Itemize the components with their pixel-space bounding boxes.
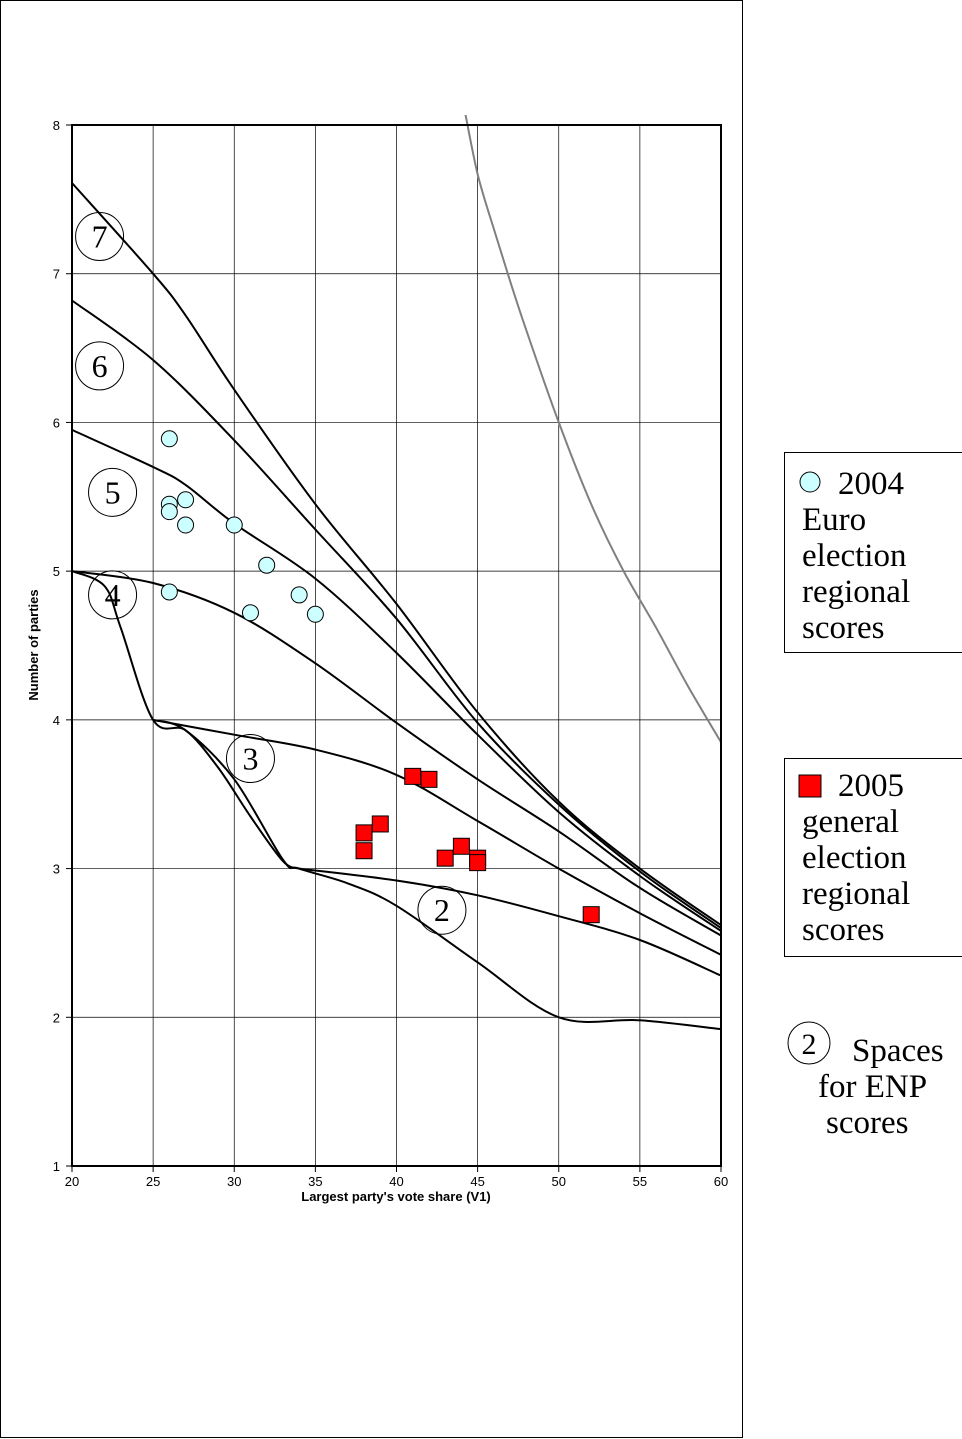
general-2005-point (420, 770, 438, 788)
data-points (160, 430, 600, 924)
euro-2004-point (160, 503, 178, 521)
legend-spaces-text: for ENP (818, 1069, 927, 1105)
euro-2004-point (225, 516, 243, 534)
legend-euro-text: 2004 (838, 466, 904, 502)
y-axis-title: Number of parties (26, 589, 41, 700)
y-tick-label: 5 (53, 564, 60, 579)
general-2005-point (355, 842, 373, 860)
y-tick-label: 2 (53, 1010, 60, 1025)
boundary-curve-line (71, 570, 722, 937)
legend-euro-text: Euro (802, 502, 866, 538)
curve-label-number: 5 (105, 474, 121, 510)
euro-2004-point (177, 491, 195, 509)
legend-spaces-text: scores (826, 1105, 908, 1141)
curve-label-number: 6 (92, 348, 108, 384)
legend-euro-text: regional (802, 574, 910, 610)
y-tick-label: 8 (53, 118, 60, 133)
legend-general-text: election (802, 840, 906, 876)
legend: 2004Euroelectionregionalscores2005genera… (784, 452, 962, 1141)
legend-euro-text: scores (802, 610, 884, 646)
general-2005-point (582, 906, 600, 924)
curve-labels: 7 6 5 4 3 2 (75, 212, 467, 935)
x-tick-label: 20 (65, 1174, 79, 1189)
x-tick-label: 60 (714, 1174, 728, 1189)
boundary-curves (71, 182, 722, 1031)
x-tick-label: 35 (308, 1174, 322, 1189)
legend-circled-number-text: 2 (802, 1028, 817, 1061)
euro-2004-point (241, 604, 259, 622)
y-tick-label: 1 (53, 1159, 60, 1174)
legend-general-text: 2005 (838, 768, 904, 804)
x-tick-label: 55 (633, 1174, 647, 1189)
x-tick-label: 25 (146, 1174, 160, 1189)
euro-2004-point (160, 583, 178, 601)
boundary-curve-line (71, 428, 722, 932)
boundary-curve-line (71, 182, 722, 926)
euro-2004-point (290, 586, 308, 604)
legend-general-text: general (802, 804, 899, 840)
general-2005-point (452, 837, 470, 855)
x-tick-label: 45 (470, 1174, 484, 1189)
boundary-curve-line (71, 299, 722, 929)
legend-general-text: regional (802, 876, 910, 912)
general-2005-point (371, 815, 389, 833)
legend-general-text: scores (802, 912, 884, 948)
curve-label-number: 7 (92, 219, 108, 255)
upper-bound-line (464, 115, 721, 743)
curve-label-circle (75, 212, 125, 262)
y-tick-label: 3 (53, 862, 60, 877)
curve-label-circle (417, 885, 467, 935)
curve-label-circle (88, 570, 138, 620)
x-tick-label: 50 (552, 1174, 566, 1189)
euro-2004-point (177, 516, 195, 534)
x-axis-title: Largest party's vote share (V1) (301, 1189, 491, 1204)
general-2005-point (436, 849, 454, 867)
curve-label-circle (75, 341, 125, 391)
y-tick-label: 6 (53, 415, 60, 430)
x-tick-label: 30 (227, 1174, 241, 1189)
curve-label-circle (225, 734, 275, 784)
curve-label-number: 4 (105, 577, 121, 613)
curve-label-number: 2 (434, 892, 450, 928)
y-tick-label: 4 (53, 713, 60, 728)
x-tick-label: 40 (389, 1174, 403, 1189)
curve-label-circle (88, 467, 138, 517)
general-2005-point (469, 854, 487, 872)
curve-label-number: 3 (242, 741, 258, 777)
general-2005-point (355, 824, 373, 842)
legend-circled-number (787, 1021, 831, 1065)
legend-euro-text: election (802, 538, 906, 574)
general-2005-point (404, 767, 422, 785)
boundary-curve-line (298, 867, 722, 977)
legend-circle-marker (799, 471, 821, 493)
euro-2004-point (160, 430, 178, 448)
euro-2004-point (258, 556, 276, 574)
y-tick-label: 7 (53, 267, 60, 282)
euro-2004-point (306, 605, 324, 623)
legend-spaces-text: Spaces (852, 1033, 944, 1069)
upper-bound-curve (464, 115, 721, 743)
boundary-curve-line (152, 718, 722, 1031)
legend-square-marker (798, 774, 822, 798)
